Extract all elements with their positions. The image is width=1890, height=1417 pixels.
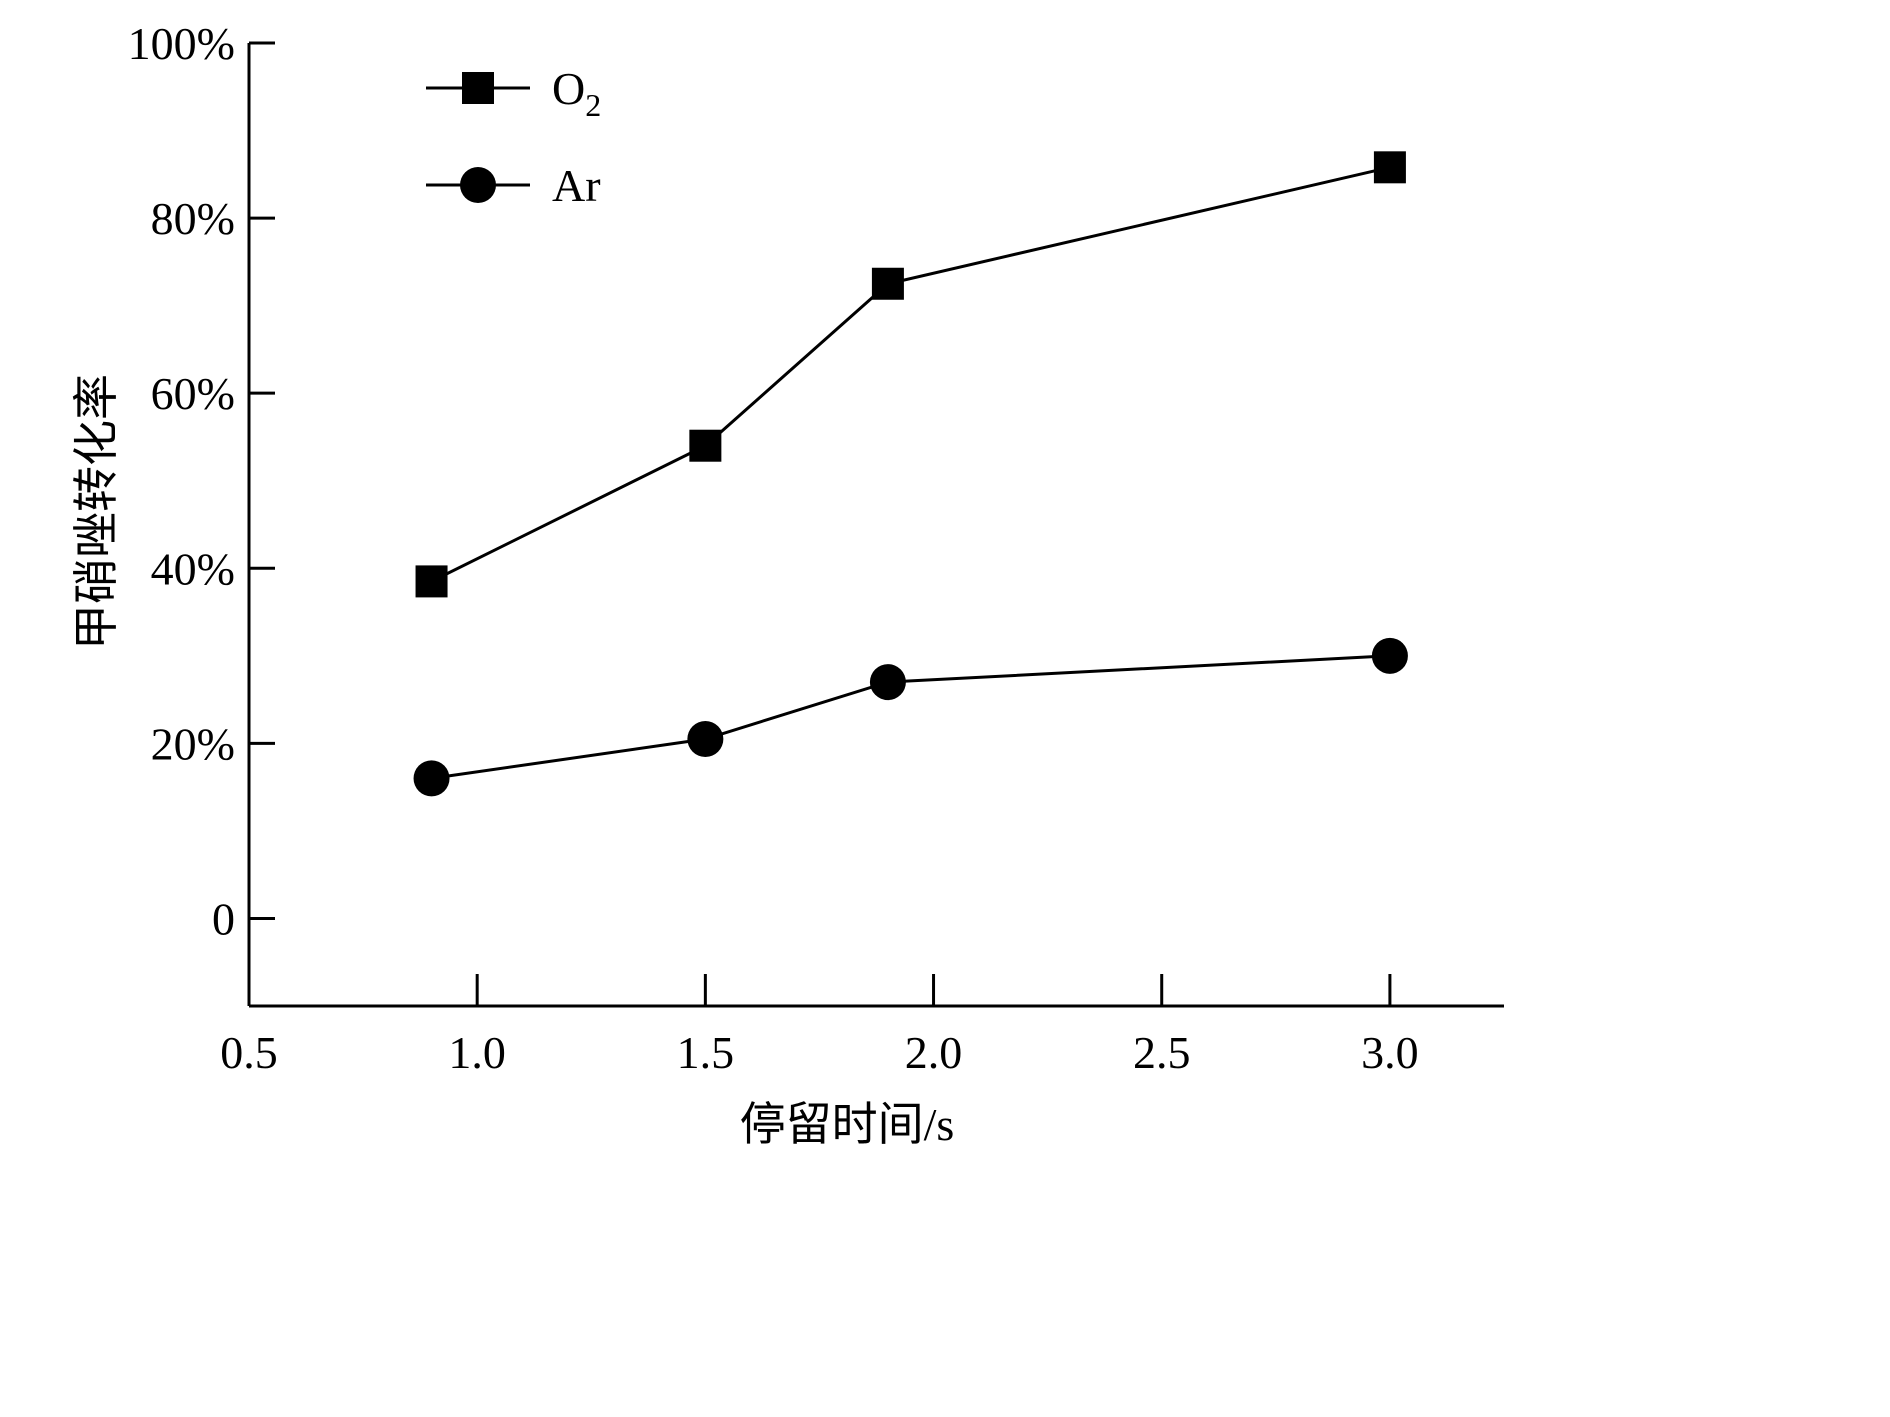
chart: 0 20% 40% 60% 80% 100% 0.5 1.0 1.5 2.0 2.5 3.0 O2 Ar… [71, 18, 1504, 1150]
y-tick-label: 60% [151, 368, 235, 419]
x-tick-label: 3.0 [1361, 1027, 1419, 1078]
x-tick-label: 2.0 [905, 1027, 963, 1078]
legend-marker-o2 [462, 72, 494, 104]
data-point-ar [1371, 637, 1408, 674]
data-point-ar [687, 720, 724, 757]
data-point-o2 [871, 267, 904, 300]
y-tick-label: 80% [151, 193, 235, 244]
legend-marker-ar [460, 167, 496, 203]
data-point-o2 [1373, 151, 1406, 184]
data-point-ar [869, 664, 906, 701]
legend: O2 Ar [426, 63, 601, 211]
y-tick-label: 20% [151, 718, 235, 769]
data-point-o2 [415, 565, 448, 598]
x-tick-label: 1.0 [448, 1027, 506, 1078]
legend-label-ar: Ar [552, 160, 601, 211]
series-line-ar [431, 654, 1390, 780]
y-tick-label: 40% [151, 543, 235, 594]
data-point-ar [413, 760, 450, 797]
series [413, 151, 1408, 797]
x-tick-label: 2.5 [1133, 1027, 1191, 1078]
x-axis-title: 停留时间/s [740, 1099, 955, 1150]
x-tick-label: 1.5 [677, 1027, 735, 1078]
data-point-o2 [689, 429, 722, 462]
y-tick-label: 0 [212, 893, 235, 944]
y-axis-title: 甲硝唑转化率 [71, 374, 122, 650]
ticks: 0 20% 40% 60% 80% 100% 0.5 1.0 1.5 2.0 2.5 3.0 [128, 18, 1419, 1078]
x-tick-label: 0.5 [220, 1027, 278, 1078]
axes [247, 43, 1504, 1008]
series-line-o2 [430, 165, 1391, 583]
legend-label-o2: O2 [552, 63, 601, 123]
y-tick-label: 100% [128, 18, 235, 69]
